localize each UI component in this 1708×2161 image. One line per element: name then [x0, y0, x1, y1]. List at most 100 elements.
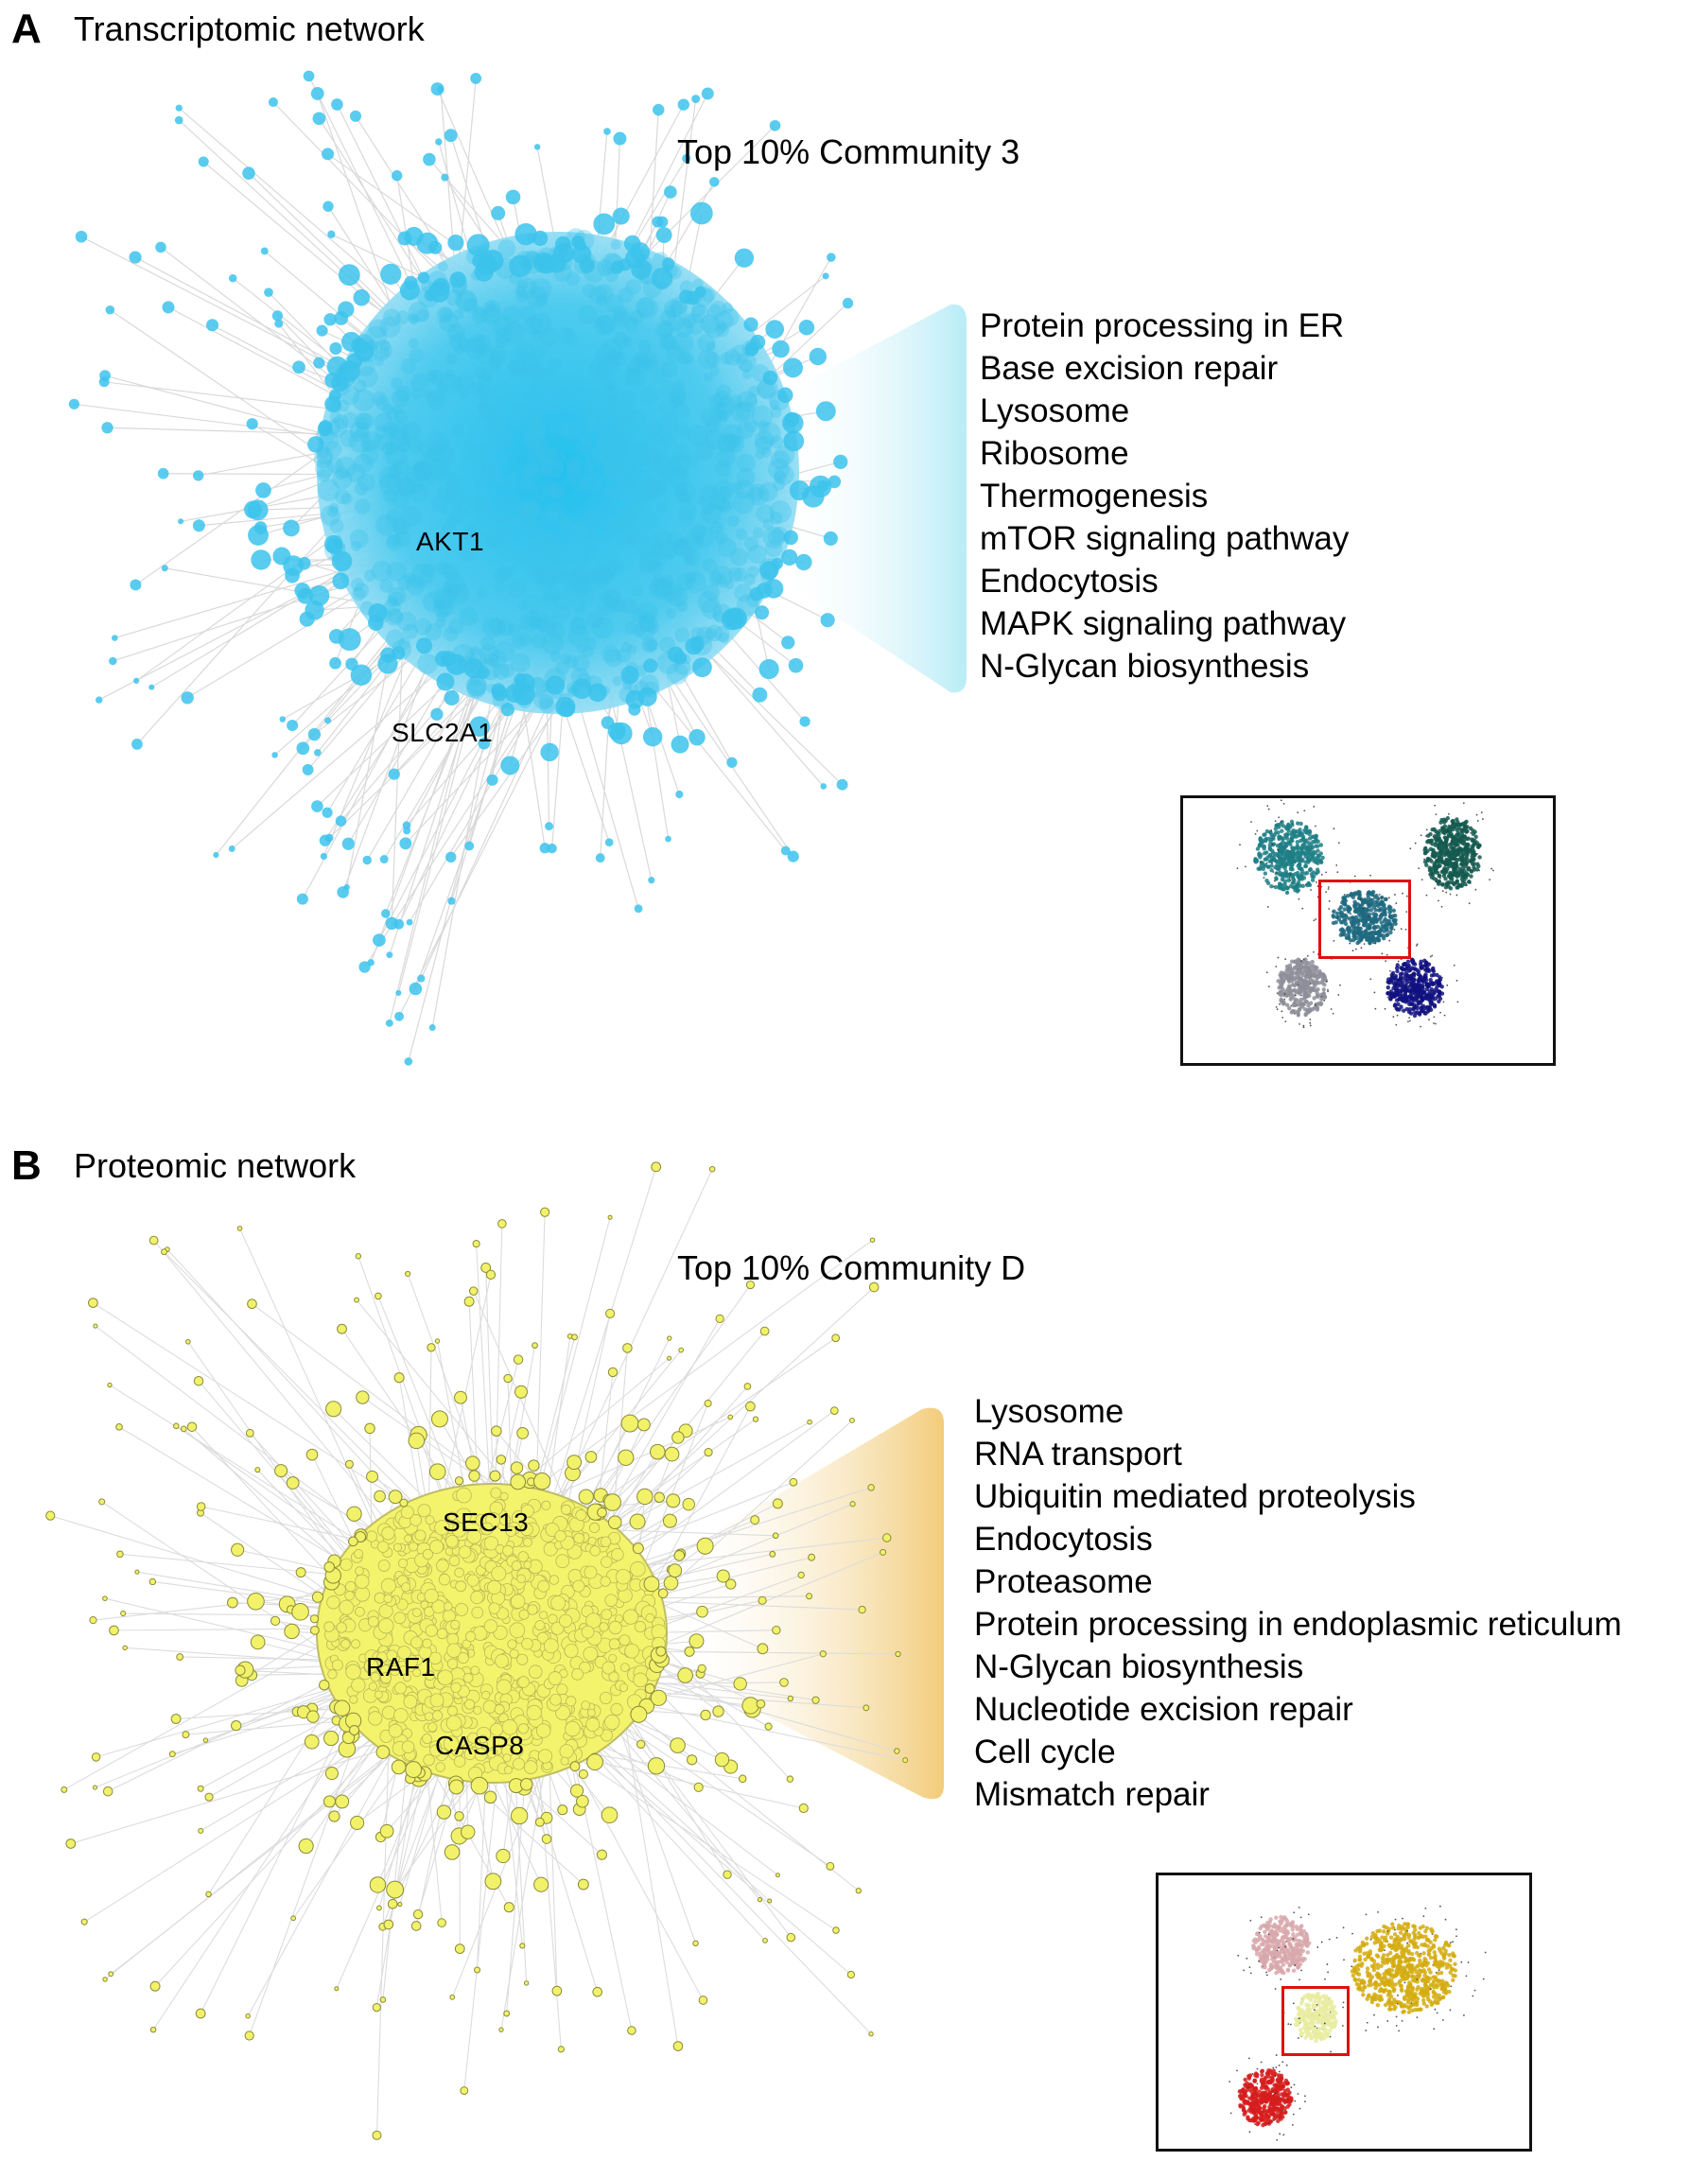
network-node	[328, 502, 340, 514]
network-node	[704, 351, 721, 368]
network-node	[455, 289, 478, 312]
inset-cluster-node	[1474, 867, 1480, 872]
inset-cluster-node	[1418, 1001, 1423, 1005]
network-node	[556, 1683, 568, 1696]
inset-cluster-node	[1437, 863, 1441, 869]
network-node	[489, 393, 500, 405]
network-node	[622, 1343, 633, 1353]
network-node	[769, 512, 783, 525]
network-node	[510, 563, 520, 573]
network-node	[504, 513, 523, 532]
inset-cluster-node	[1374, 1007, 1377, 1010]
network-node	[448, 1555, 461, 1567]
inset-cluster-node	[1408, 1017, 1411, 1020]
inset-cluster-node	[1311, 987, 1316, 992]
network-node	[628, 536, 639, 548]
network-node	[638, 478, 661, 500]
network-node	[715, 572, 728, 585]
network-node	[516, 1426, 530, 1439]
network-node	[420, 450, 432, 462]
network-node	[496, 511, 512, 527]
network-node	[395, 477, 416, 497]
network-node	[322, 200, 334, 212]
network-node	[326, 1595, 340, 1610]
network-node	[679, 427, 692, 440]
network-node	[373, 933, 386, 947]
network-node	[820, 613, 835, 628]
network-node	[769, 1550, 776, 1558]
network-node	[451, 423, 465, 438]
network-node	[333, 366, 356, 389]
network-node	[584, 388, 601, 406]
inset-cluster-node	[1452, 881, 1456, 887]
network-node	[788, 657, 804, 673]
panel-b-letter: B	[11, 1142, 42, 1189]
network-node	[510, 1594, 526, 1610]
network-node	[492, 315, 514, 338]
network-node	[643, 638, 657, 653]
network-node	[532, 481, 551, 500]
panel-a-community-label: Top 10% Community 3	[677, 132, 1020, 171]
network-node	[246, 418, 258, 430]
inset-cluster-node	[1285, 851, 1290, 857]
network-node	[363, 569, 376, 582]
network-node	[620, 1414, 639, 1433]
network-node	[484, 1873, 502, 1891]
inset-cluster-node	[1321, 987, 1327, 992]
inset-cluster-node	[1438, 820, 1443, 825]
network-node	[401, 1740, 415, 1753]
inset-cluster-node	[1398, 980, 1403, 985]
network-node	[653, 578, 671, 598]
network-node	[868, 2031, 874, 2037]
network-node	[393, 918, 405, 930]
network-node	[541, 1500, 551, 1510]
inset-cluster-node	[1389, 969, 1391, 972]
network-node	[327, 420, 341, 434]
network-node	[654, 458, 673, 478]
inset-cluster-node	[1281, 824, 1286, 828]
network-node	[410, 563, 434, 586]
network-node	[542, 552, 562, 573]
network-node	[486, 537, 498, 549]
inset-cluster-node	[1319, 997, 1324, 1002]
network-node	[393, 1708, 409, 1723]
network-node	[673, 658, 691, 676]
network-node	[501, 491, 522, 512]
network-node	[360, 430, 381, 451]
inset-cluster-node	[1366, 895, 1370, 899]
network-node	[354, 481, 368, 496]
network-node	[448, 619, 464, 635]
network-node	[581, 431, 594, 445]
network-node	[470, 1590, 484, 1605]
network-node	[422, 1734, 432, 1744]
network-node	[682, 352, 695, 365]
network-node	[430, 495, 447, 512]
network-node	[751, 405, 774, 427]
inset-cluster-node	[1345, 904, 1351, 909]
network-node	[550, 1595, 566, 1612]
inset-cluster-node	[1434, 838, 1439, 843]
network-node	[618, 288, 634, 304]
network-node	[328, 1810, 340, 1822]
inset-cluster-node	[1446, 984, 1449, 986]
inset-cluster-node	[1288, 877, 1291, 880]
network-node	[496, 1455, 507, 1465]
network-node	[607, 1367, 619, 1378]
network-node	[608, 1653, 618, 1663]
network-node	[717, 395, 737, 415]
network-node	[522, 462, 538, 479]
inset-cluster-node	[1278, 844, 1282, 848]
inset-cluster-node	[1418, 983, 1422, 987]
network-node	[539, 326, 560, 347]
inset-cluster-node	[1471, 846, 1475, 851]
network-node	[638, 560, 653, 575]
inset-cluster-node	[1405, 959, 1411, 965]
inset-cluster-node	[1393, 1002, 1398, 1007]
network-node	[411, 462, 427, 478]
network-node	[703, 584, 720, 601]
inset-cluster-node	[1477, 855, 1482, 860]
network-node	[174, 115, 183, 125]
network-node	[527, 676, 548, 697]
inset-cluster-node	[1273, 851, 1278, 857]
network-node	[354, 412, 373, 430]
